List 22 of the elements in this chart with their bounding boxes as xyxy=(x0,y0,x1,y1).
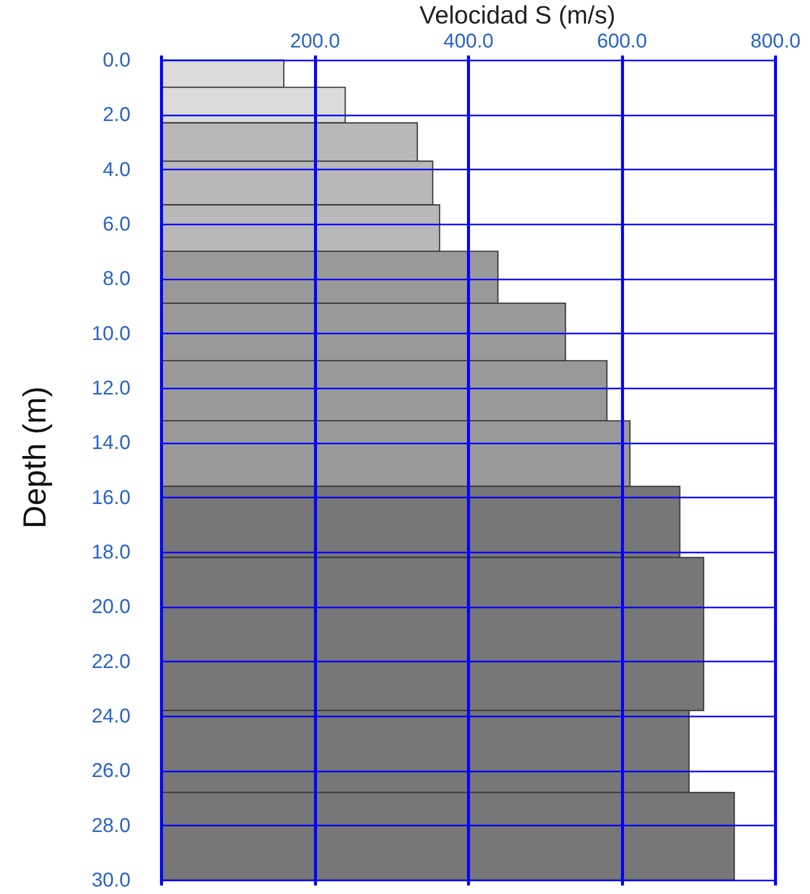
y-axis-title: Depth (m) xyxy=(16,386,52,529)
y-tick-label: 28.0 xyxy=(92,814,130,837)
y-tick-label: 18.0 xyxy=(92,542,130,564)
y-tick-label: 24.0 xyxy=(92,706,130,728)
y-tick-label: 14.0 xyxy=(92,432,130,454)
x-tick-label: 200.0 xyxy=(290,30,340,52)
y-tick-label: 20.0 xyxy=(92,596,130,618)
x-tick-label: 800.0 xyxy=(750,30,801,52)
y-tick-label: 10.0 xyxy=(92,322,130,345)
y-tick-label: 16.0 xyxy=(92,486,130,509)
y-tick-label: 2.0 xyxy=(102,104,130,126)
x-tick-label: 400.0 xyxy=(443,30,494,52)
y-tick-label: 0.0 xyxy=(102,50,130,72)
y-tick-label: 8.0 xyxy=(102,268,130,290)
y-tick-label: 30.0 xyxy=(92,870,130,892)
y-tick-label: 4.0 xyxy=(102,158,130,181)
x-tick-label: 600.0 xyxy=(596,30,648,52)
y-tick-label: 12.0 xyxy=(92,378,130,400)
x-axis-title: Velocidad S (m/s) xyxy=(420,2,616,30)
y-tick-label: 6.0 xyxy=(102,214,130,236)
y-tick-label: 26.0 xyxy=(92,760,130,782)
y-tick-label: 22.0 xyxy=(92,650,130,673)
